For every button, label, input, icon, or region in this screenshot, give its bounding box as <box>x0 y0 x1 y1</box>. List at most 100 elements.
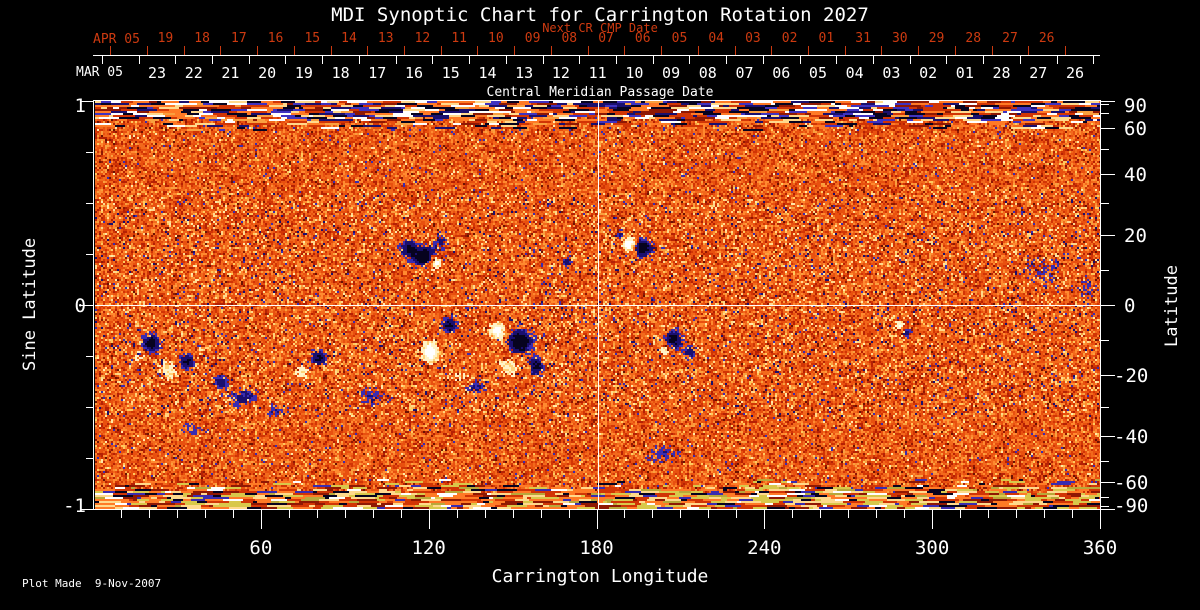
lat-tick-label: 60 <box>1124 118 1147 141</box>
next-cr-tick <box>624 46 626 55</box>
next-cr-day-label: 03 <box>745 31 761 46</box>
next-cr-tick <box>734 46 736 55</box>
cmp-day-label: 11 <box>588 64 607 82</box>
lon-tick <box>680 510 682 518</box>
lon-tick <box>764 510 766 529</box>
next-cr-day-label: 12 <box>414 31 431 46</box>
next-cr-day-label: 31 <box>855 31 871 46</box>
lon-tick <box>904 510 906 518</box>
cmp-day-label: 27 <box>1029 64 1048 82</box>
lon-tick-label: 300 <box>914 537 950 559</box>
cmp-tick <box>542 56 544 64</box>
next-cr-day-label: 05 <box>671 31 688 46</box>
lat-tick-label: 0 <box>1124 295 1136 317</box>
lat-tick <box>1101 101 1115 102</box>
lon-tick <box>400 510 402 518</box>
lat-tick <box>1101 374 1115 376</box>
next-cr-tick <box>110 46 112 55</box>
next-cr-tick <box>881 46 883 55</box>
lat-tick <box>1101 461 1109 463</box>
lon-tick <box>260 510 262 529</box>
next-cr-axis-title: Next CR CMP Date <box>542 21 658 35</box>
cmp-tick <box>946 56 948 64</box>
lat-tick <box>1101 505 1109 507</box>
next-cr-tick <box>1065 46 1066 55</box>
cmp-tick <box>248 56 250 64</box>
cmp-axis-line <box>93 55 1100 56</box>
lon-tick <box>540 510 542 518</box>
cmp-tick <box>799 56 801 64</box>
lon-tick <box>316 510 318 518</box>
next-cr-tick <box>954 46 956 55</box>
next-cr-tick <box>918 46 920 55</box>
lon-tick <box>456 510 458 518</box>
next-cr-day-label: 11 <box>451 31 467 46</box>
lon-tick <box>988 510 990 518</box>
lon-tick <box>1072 510 1074 518</box>
cmp-tick <box>983 56 985 64</box>
cmp-tick <box>1019 56 1021 64</box>
plot-top-border <box>93 100 1100 101</box>
next-cr-tick <box>991 46 993 55</box>
lat-tick-label: -60 <box>1114 471 1149 494</box>
next-cr-tick <box>661 46 663 55</box>
next-cr-day-label: 08 <box>561 31 578 46</box>
next-cr-day-label: 28 <box>965 31 982 46</box>
next-cr-day-label: 04 <box>708 31 725 46</box>
cmp-day-label: 04 <box>845 64 864 82</box>
sine-tick <box>86 254 93 255</box>
lon-tick <box>204 510 206 518</box>
cmp-tick <box>579 56 581 64</box>
sine-tick <box>86 356 93 357</box>
lon-tick-label: 60 <box>249 537 273 559</box>
lon-tick <box>1100 510 1101 529</box>
cmp-day-label: 23 <box>147 64 167 82</box>
cmp-tick <box>212 56 214 64</box>
cmp-day-label: 10 <box>625 64 644 82</box>
cmp-tick <box>358 56 360 64</box>
right-axis-line <box>1100 100 1101 510</box>
next-cr-day-label: 17 <box>231 31 247 46</box>
lon-tick <box>708 510 710 518</box>
sine-tick <box>86 203 93 204</box>
lat-tick <box>1101 128 1115 130</box>
lon-tick <box>288 510 290 518</box>
lon-tick <box>624 510 626 518</box>
lat-tick <box>1101 173 1115 175</box>
lon-tick <box>876 510 878 518</box>
next-cr-tick <box>477 46 479 55</box>
lon-tick <box>736 510 738 518</box>
cmp-tick <box>873 56 874 64</box>
next-cr-day-label: 30 <box>891 31 908 46</box>
lat-tick <box>1101 496 1109 498</box>
lon-tick <box>792 510 794 518</box>
next-cr-tick <box>807 46 809 55</box>
sine-tick <box>81 305 93 306</box>
next-cr-tick <box>587 46 589 55</box>
next-cr-day-label: 13 <box>377 31 394 46</box>
next-cr-tick <box>183 46 185 55</box>
sine-tick <box>86 458 93 459</box>
next-cr-day-label: 15 <box>304 31 321 46</box>
lat-tick-label: -40 <box>1114 426 1149 449</box>
y-axis-label-left: Sine Latitude <box>20 237 40 371</box>
cmp-month-label: MAR 05 <box>76 65 123 80</box>
cmp-tick <box>175 56 177 64</box>
lon-tick <box>848 510 850 518</box>
cmp-tick <box>615 56 617 64</box>
next-cr-tick <box>220 46 222 55</box>
cmp-tick <box>505 56 507 64</box>
lon-tick <box>484 510 486 518</box>
lon-tick-label: 240 <box>747 537 782 559</box>
cmp-day-label: 05 <box>808 64 827 82</box>
cmp-day-label: 19 <box>294 64 313 82</box>
cmp-tick <box>762 56 764 64</box>
next-cr-day-label: 09 <box>524 31 541 46</box>
next-cr-tick <box>293 46 295 55</box>
cmp-day-label: 09 <box>662 64 681 82</box>
cmp-day-label: 28 <box>992 64 1011 82</box>
cmp-tick <box>689 56 691 64</box>
next-cr-tick <box>367 46 369 55</box>
lon-tick <box>652 510 654 518</box>
